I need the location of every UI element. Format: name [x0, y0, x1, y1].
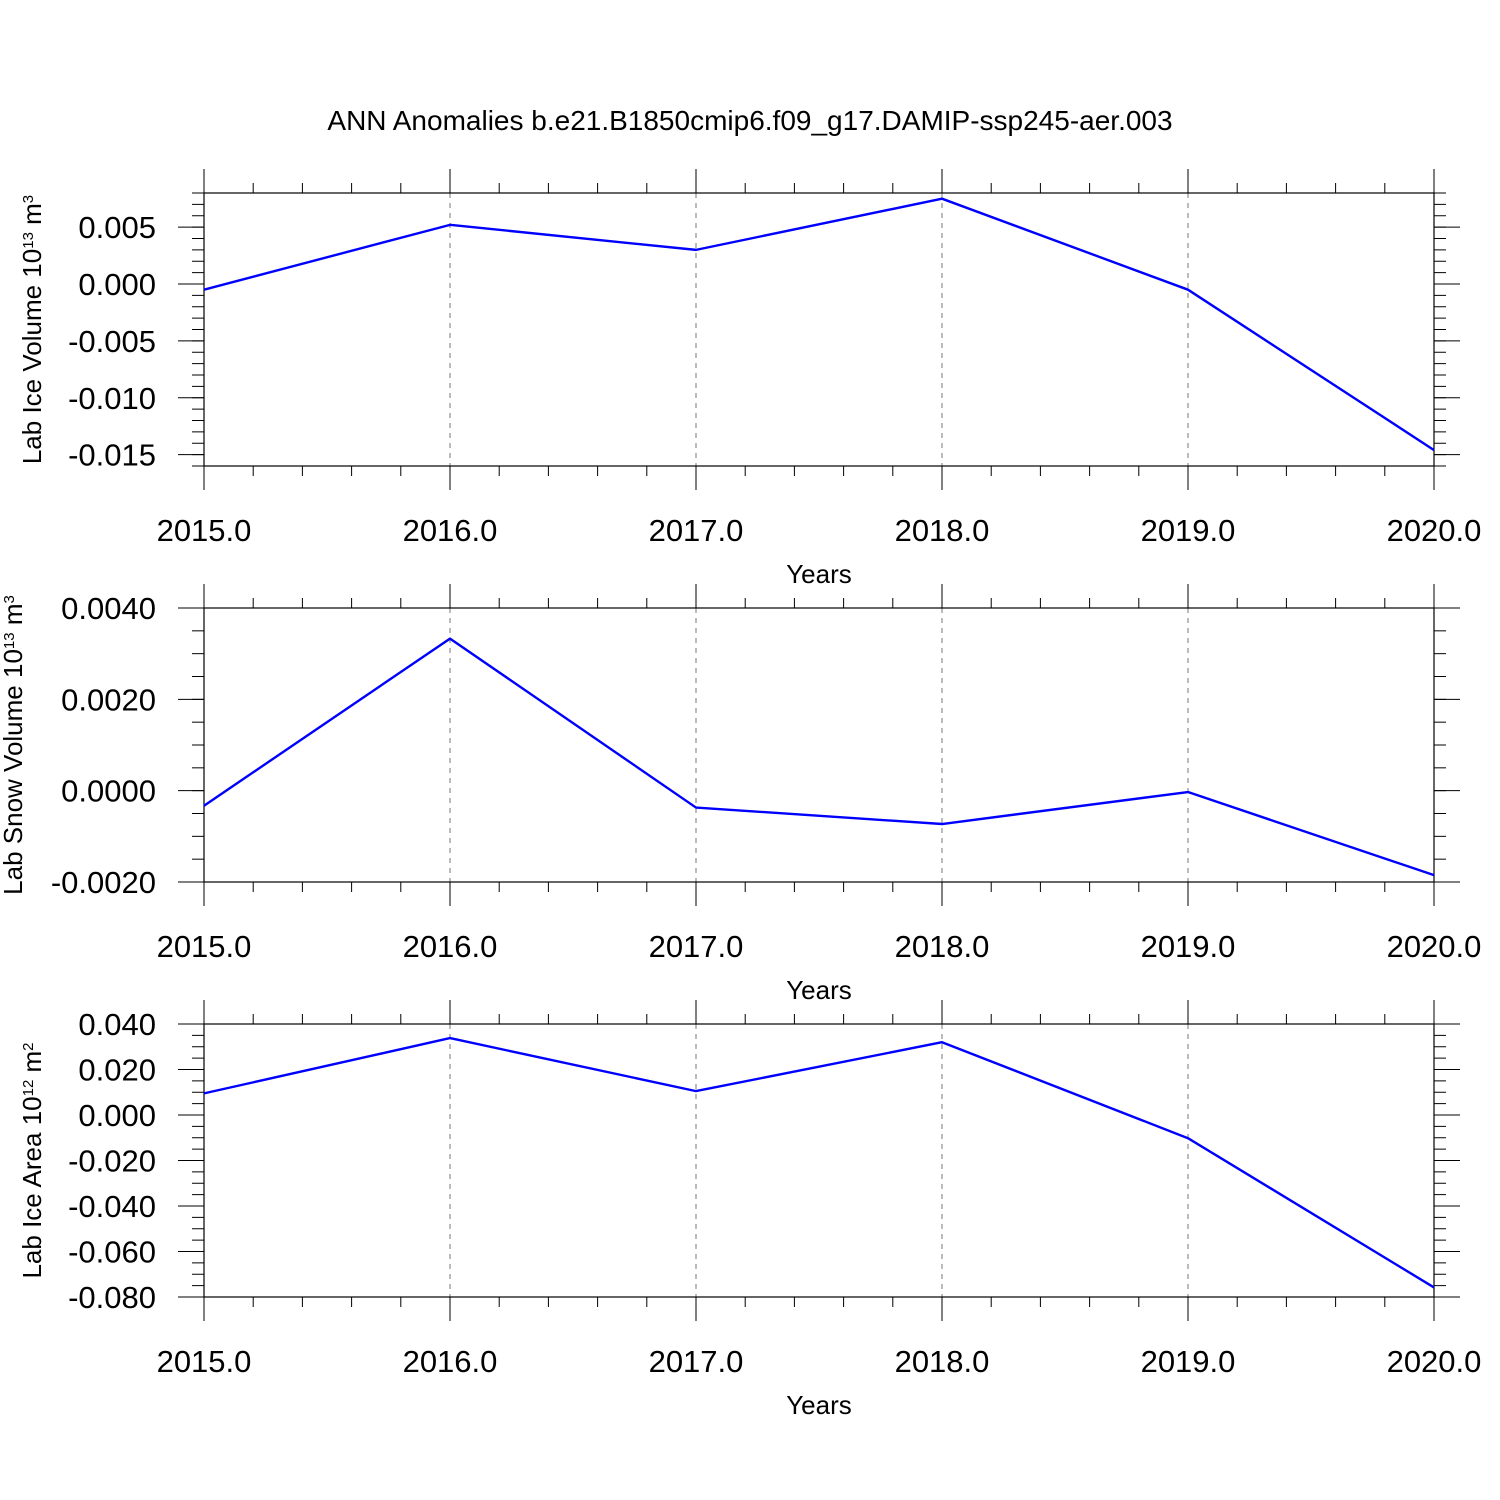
y-axis-title-superscript: 12 [20, 1080, 37, 1097]
x-tick-label: 2017.0 [649, 1344, 744, 1379]
series-line-1 [203, 197, 1435, 452]
x-tick-label: 2020.0 [1387, 1344, 1482, 1379]
series-line-1 [203, 1036, 1435, 1289]
figure-title: ANN Anomalies b.e21.B1850cmip6.f09_g17.D… [327, 105, 1172, 136]
x-tick-label: 2015.0 [157, 929, 252, 964]
y-tick-label: 0.020 [78, 1053, 156, 1088]
x-axis-title: Years [786, 975, 852, 1005]
y-tick-label: -0.040 [68, 1189, 156, 1224]
x-axis-title: Years [786, 1390, 852, 1420]
y-tick-label: -0.015 [68, 438, 156, 473]
y-tick-label: 0.0020 [61, 682, 156, 717]
y-tick-label: -0.020 [68, 1144, 156, 1179]
x-tick-label: 2018.0 [895, 1344, 990, 1379]
x-tick-label: 2017.0 [649, 513, 744, 548]
y-axis-title-text: m [17, 203, 47, 232]
plot-frame [203, 607, 1435, 883]
y-tick-label: -0.0020 [51, 865, 156, 900]
x-tick-label: 2015.0 [157, 513, 252, 548]
y-axis-title-text: Lab Ice Volume 10 [17, 249, 47, 464]
y-axis-title-text: m [17, 1051, 47, 1080]
x-tick-label: 2020.0 [1387, 929, 1482, 964]
panels-container: 0.005 0.000 -0.005 -0.010 -0.015 2015.0 2016.0… [0, 169, 1481, 1420]
y-axis-title-superscript: 13 [20, 232, 37, 249]
y-tick-label: -0.080 [68, 1280, 156, 1315]
plot-frame [203, 1023, 1435, 1298]
x-tick-label: 2016.0 [403, 513, 498, 548]
y-tick-label: 0.040 [78, 1007, 156, 1042]
y-axis-title-text: m [0, 604, 28, 633]
y-tick-label: 0.0040 [61, 591, 156, 626]
series-line-1 [203, 637, 1435, 877]
x-tick-label: 2018.0 [895, 513, 990, 548]
x-tick-label: 2019.0 [1141, 929, 1236, 964]
y-tick-label: -0.010 [68, 381, 156, 416]
x-tick-label: 2015.0 [157, 1344, 252, 1379]
y-axis-title-superscript: 3 [1, 595, 18, 603]
chart-panel-3: 0.0400.0200.000-0.020-0.040-0.060-0.0802… [17, 1000, 1481, 1420]
y-tick-label: -0.005 [68, 324, 156, 359]
y-axis-title-text: Lab Snow Volume 10 [0, 649, 28, 895]
y-tick-label: 0.000 [78, 267, 156, 302]
x-tick-label: 2018.0 [895, 929, 990, 964]
y-axis-title-superscript: 3 [20, 195, 37, 203]
x-tick-label: 2019.0 [1141, 1344, 1236, 1379]
y-axis-title-text: Lab Ice Area 10 [17, 1096, 47, 1278]
y-axis-title-superscript: 2 [20, 1042, 37, 1050]
x-tick-label: 2016.0 [403, 929, 498, 964]
x-tick-label: 2016.0 [403, 1344, 498, 1379]
y-tick-label: 0.005 [78, 210, 156, 245]
y-axis-title: Lab Ice Area 1012 m2 [17, 1042, 47, 1278]
y-axis-title-superscript: 13 [1, 632, 18, 649]
chart-panel-1: 0.005 0.000 -0.005 -0.010 -0.015 2015.0 2016.0… [17, 169, 1481, 589]
x-tick-label: 2020.0 [1387, 513, 1482, 548]
y-axis-title: Lab Snow Volume 1013 m3 [0, 595, 28, 895]
x-tick-label: 2017.0 [649, 929, 744, 964]
x-tick-label: 2019.0 [1141, 513, 1236, 548]
y-axis-title: Lab Ice Volume 1013 m3 [17, 195, 47, 464]
y-tick-label: -0.060 [68, 1235, 156, 1270]
y-tick-label: 0.000 [78, 1098, 156, 1133]
x-axis-title: Years [786, 559, 852, 589]
y-tick-label: 0.0000 [61, 774, 156, 809]
